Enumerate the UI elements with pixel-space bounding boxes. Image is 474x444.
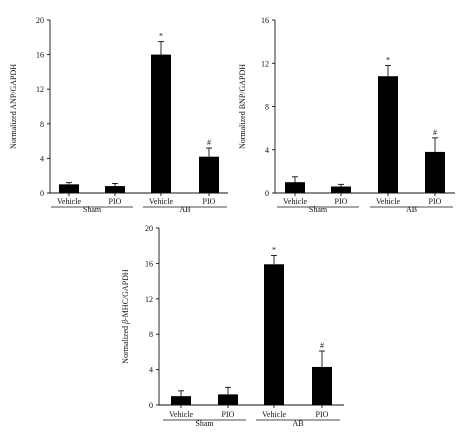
group-label: Sham bbox=[195, 419, 214, 428]
beta-mhc-chart: 0 4 8 12 16 20 Normalized β-MHC/GAPDH Vehicle PI… bbox=[121, 224, 344, 428]
category-label: PIO bbox=[222, 410, 235, 419]
y-tick-label: 0 bbox=[265, 189, 269, 198]
bar bbox=[285, 182, 305, 193]
significance-marker: # bbox=[433, 128, 437, 137]
y-axis-label: Normalized BNP/GAPDH bbox=[238, 64, 247, 149]
category-label: Vehicle bbox=[169, 410, 193, 419]
group-label: AB bbox=[179, 205, 190, 214]
group-label: Sham bbox=[83, 205, 102, 214]
bar bbox=[199, 156, 219, 193]
bar bbox=[171, 396, 191, 405]
group-label: AB bbox=[406, 205, 417, 214]
category-label: PIO bbox=[316, 410, 329, 419]
significance-marker: * bbox=[272, 245, 276, 254]
group-label: AB bbox=[292, 419, 303, 428]
category-label: PIO bbox=[203, 197, 216, 206]
bar bbox=[312, 366, 332, 405]
bar bbox=[264, 264, 284, 405]
category-label: Vehicle bbox=[262, 410, 286, 419]
y-tick-label: 16 bbox=[36, 51, 44, 60]
y-tick-label: 16 bbox=[261, 16, 269, 25]
significance-marker: # bbox=[320, 341, 324, 350]
bar bbox=[378, 76, 398, 193]
category-label: PIO bbox=[109, 197, 122, 206]
y-axis-label: Normalized ANP/GAPDH bbox=[9, 64, 18, 149]
category-label: Vehicle bbox=[57, 197, 81, 206]
y-tick-label: 0 bbox=[40, 189, 44, 198]
category-label: Vehicle bbox=[283, 197, 307, 206]
bnp-chart: 0 4 8 12 16 Normalized BNP/GAPDH Vehicle PIO * Ve… bbox=[238, 16, 455, 214]
y-tick-label: 4 bbox=[149, 366, 153, 375]
y-tick-label: 0 bbox=[149, 401, 153, 410]
y-tick-label: 12 bbox=[36, 85, 44, 94]
significance-marker: * bbox=[386, 55, 390, 64]
bar bbox=[105, 186, 125, 193]
bar bbox=[218, 394, 238, 405]
y-tick-label: 8 bbox=[40, 120, 44, 129]
group-label: Sham bbox=[309, 205, 328, 214]
y-tick-label: 16 bbox=[145, 259, 153, 268]
y-tick-label: 8 bbox=[265, 103, 269, 112]
anp-chart: 0 4 8 12 16 20 Normalized ANP/GAPDH Vehicle PIO *… bbox=[9, 16, 228, 214]
y-tick-label: 12 bbox=[145, 295, 153, 304]
bar bbox=[59, 184, 79, 193]
y-tick-label: 20 bbox=[145, 224, 153, 233]
y-axis-label: Normalized β-MHC/GAPDH bbox=[121, 269, 130, 364]
category-label: PIO bbox=[429, 197, 442, 206]
significance-marker: * bbox=[159, 32, 163, 41]
category-label: PIO bbox=[335, 197, 348, 206]
y-tick-label: 8 bbox=[149, 330, 153, 339]
y-tick-label: 4 bbox=[40, 154, 44, 163]
y-tick-label: 12 bbox=[261, 59, 269, 68]
category-label: Vehicle bbox=[149, 197, 173, 206]
category-label: Vehicle bbox=[376, 197, 400, 206]
bar bbox=[425, 151, 445, 193]
significance-marker: # bbox=[207, 138, 211, 147]
y-tick-label: 20 bbox=[36, 16, 44, 25]
y-tick-label: 4 bbox=[265, 146, 269, 155]
bar bbox=[331, 186, 351, 193]
bar bbox=[151, 54, 171, 193]
